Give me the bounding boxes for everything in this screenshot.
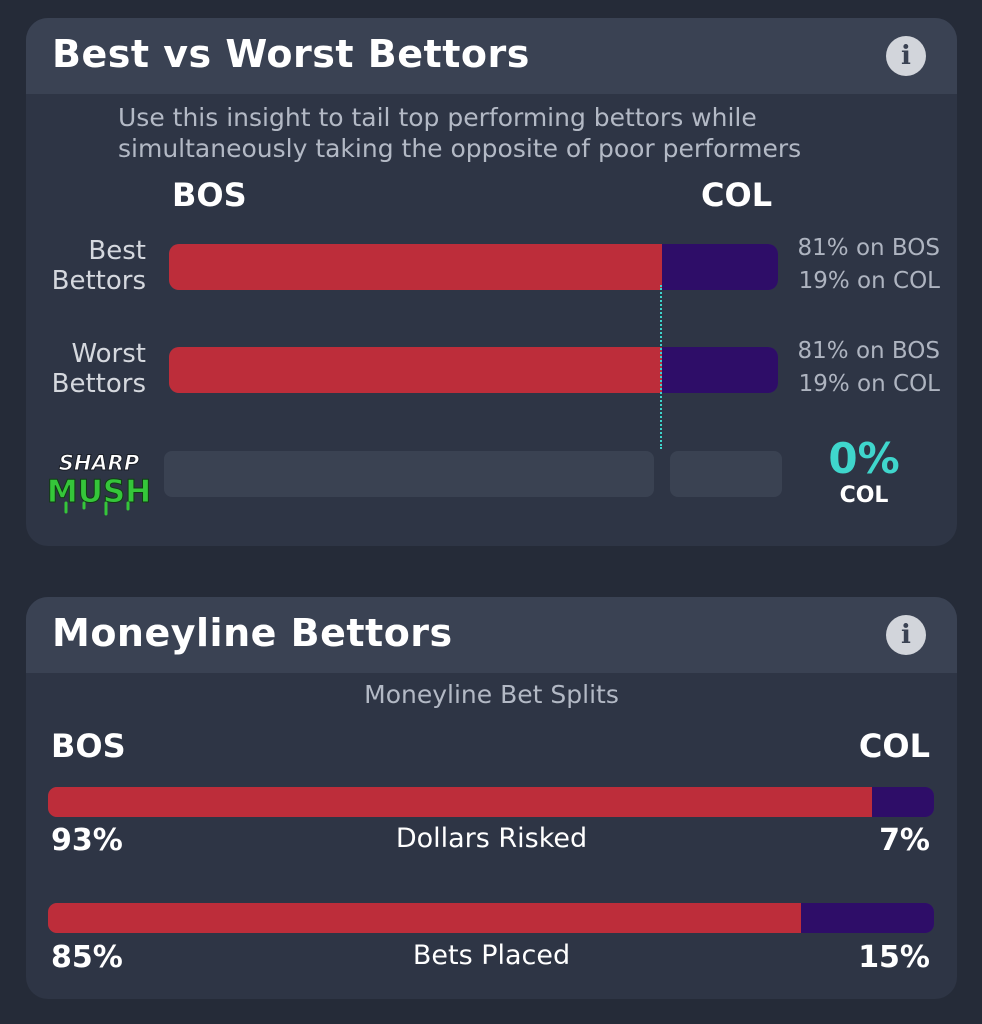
- worst-bettors-label: Worst Bettors: [36, 339, 146, 399]
- bar-segment-team-b: [662, 347, 778, 393]
- bar-segment-team-b: [871, 787, 934, 817]
- card-subtitle: Use this insight to tail top performing …: [118, 102, 898, 164]
- split-team-b: 19% on COL: [798, 268, 940, 294]
- bar-segment-team-a: [169, 347, 663, 393]
- team-b-label: COL: [701, 176, 773, 214]
- card-header: Moneyline Bettors i: [26, 597, 957, 673]
- subtitle-line-2: simultaneously taking the opposite of po…: [118, 134, 802, 163]
- logo-sharp-text: SHARP: [59, 451, 140, 475]
- bar-segment-team-a: [48, 903, 802, 933]
- sharp-mush-logo: SHARP MUSH: [46, 451, 152, 516]
- dollars-risked-team-a-pct: 93%: [51, 823, 123, 858]
- dollars-risked-team-b-pct: 7%: [879, 823, 930, 858]
- bar-segment-team-b: [801, 903, 934, 933]
- slime-drips: [64, 501, 130, 516]
- bar-segment-team-a: [48, 787, 872, 817]
- card-title: Moneyline Bettors: [52, 611, 453, 655]
- best-bettors-bar: [169, 244, 778, 290]
- best-vs-worst-card: Best vs Worst Bettors i Use this insight…: [26, 18, 957, 546]
- label-line: Bettors: [51, 369, 146, 399]
- card-title: Best vs Worst Bettors: [52, 32, 530, 76]
- team-b-label: COL: [858, 727, 930, 765]
- bets-placed-bar: [48, 903, 934, 933]
- bets-placed-team-a-pct: 85%: [51, 940, 123, 975]
- moneyline-subtitle: Moneyline Bet Splits: [364, 680, 619, 709]
- sharp-mush-bar-right: [670, 451, 782, 497]
- best-bettors-label: Best Bettors: [36, 236, 146, 296]
- team-a-label: BOS: [172, 176, 247, 214]
- bets-placed-label: Bets Placed: [412, 940, 571, 971]
- subtitle-line-1: Use this insight to tail top performing …: [118, 103, 757, 132]
- bets-placed-team-b-pct: 15%: [858, 940, 930, 975]
- bar-segment-team-b: [662, 244, 778, 290]
- label-line: Bettors: [51, 266, 146, 296]
- split-team-a: 81% on BOS: [797, 235, 940, 261]
- sharp-mush-value: 0%: [828, 434, 900, 483]
- bar-segment-team-a: [169, 244, 663, 290]
- best-bettors-split: 81% on BOS 19% on COL: [790, 232, 940, 298]
- sharp-mush-team: COL: [839, 483, 889, 508]
- info-icon[interactable]: i: [886, 615, 926, 655]
- label-line: Best: [88, 236, 146, 266]
- dollars-risked-label: Dollars Risked: [395, 823, 588, 854]
- dollars-risked-bar: [48, 787, 934, 817]
- team-a-label: BOS: [51, 727, 126, 765]
- info-icon[interactable]: i: [886, 36, 926, 76]
- split-team-a: 81% on BOS: [797, 338, 940, 364]
- sharp-mush-bar-left: [164, 451, 654, 497]
- split-team-b: 19% on COL: [798, 371, 940, 397]
- label-line: Worst: [71, 339, 146, 369]
- worst-bettors-bar: [169, 347, 778, 393]
- split-marker-line: [660, 285, 662, 449]
- worst-bettors-split: 81% on BOS 19% on COL: [790, 335, 940, 401]
- logo-mush-text: MUSH: [47, 474, 151, 510]
- card-header: Best vs Worst Bettors i: [26, 18, 957, 94]
- moneyline-card: Moneyline Bettors i Moneyline Bet Splits…: [26, 597, 957, 999]
